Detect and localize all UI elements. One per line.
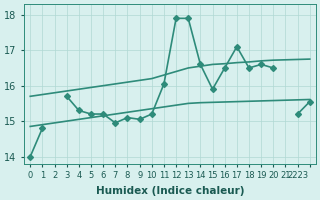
X-axis label: Humidex (Indice chaleur): Humidex (Indice chaleur) xyxy=(96,186,244,196)
